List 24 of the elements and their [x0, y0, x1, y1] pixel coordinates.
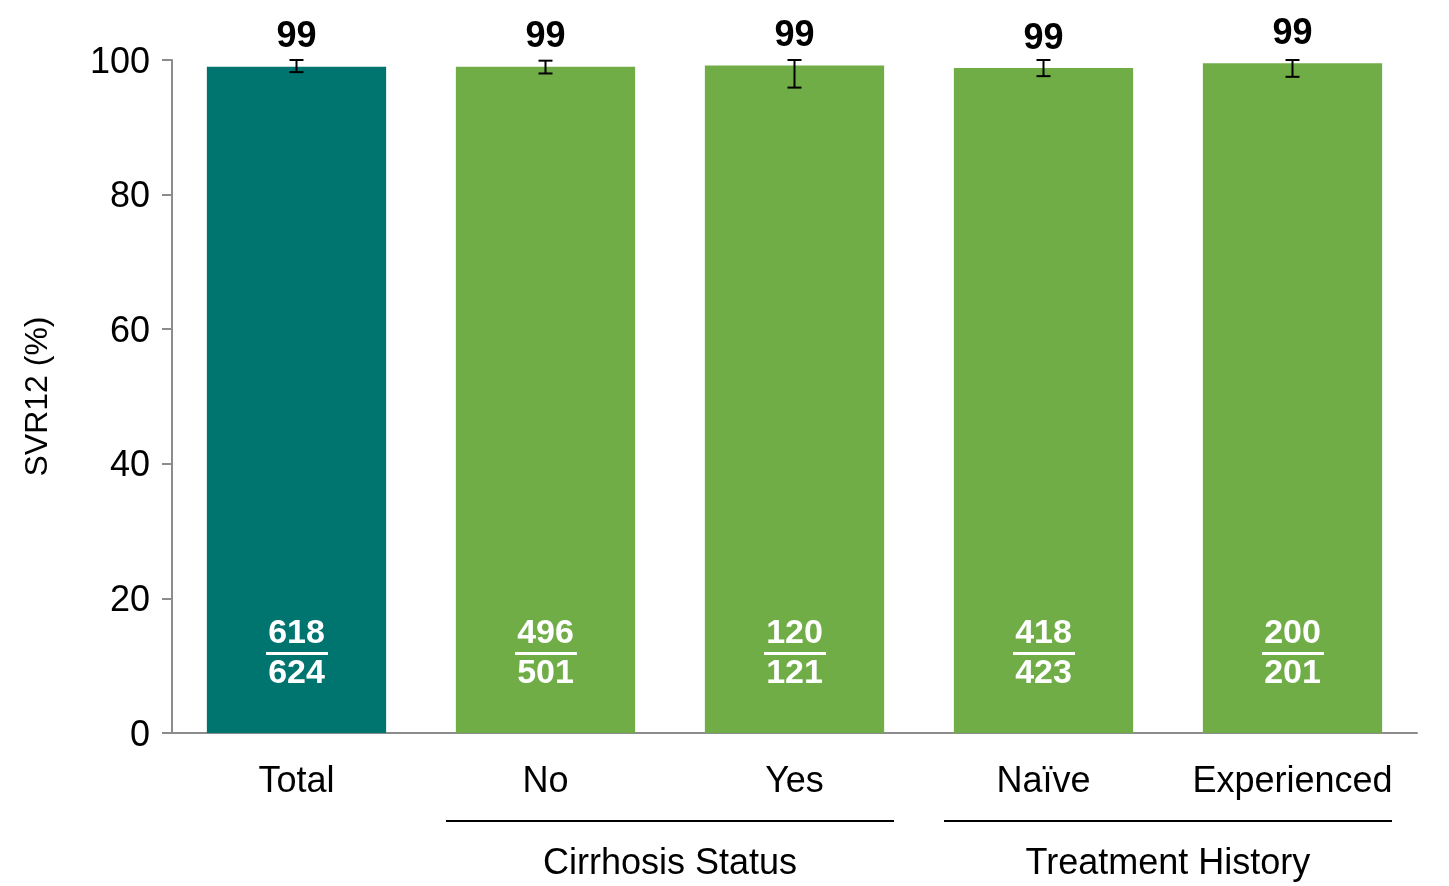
y-axis-title: SVR12 (%) [18, 316, 54, 477]
annotation: 200 201 [1263, 611, 1322, 691]
x-tick-label: Total [258, 758, 335, 800]
y-tick-label: 100 [89, 39, 150, 81]
data-label: 99 [774, 12, 815, 54]
text: Treatment History [1024, 841, 1312, 882]
y-tick-label: 60 [109, 308, 150, 350]
data-label: 99 [276, 14, 317, 56]
y-tick-label: 40 [109, 443, 150, 485]
x-tick-label: Naïve [996, 758, 1091, 800]
data-label: 99 [525, 14, 566, 56]
annotation: 496 501 [516, 611, 575, 691]
x-tick-label: Experienced [1192, 758, 1393, 800]
annotation: 418 423 [1014, 611, 1073, 691]
data-label: 99 [1023, 15, 1064, 57]
annotation: 120 121 [765, 611, 824, 691]
text: Cirrhosis Status [541, 841, 798, 882]
x-tick-label: Yes [765, 758, 824, 800]
y-tick-label: 80 [109, 174, 150, 216]
annotation: 618 624 [267, 611, 326, 691]
y-tick-label: 0 [129, 712, 150, 754]
x-tick-label: No [522, 758, 569, 800]
data-label: 99 [1272, 10, 1313, 52]
y-tick-label: 20 [109, 577, 150, 619]
